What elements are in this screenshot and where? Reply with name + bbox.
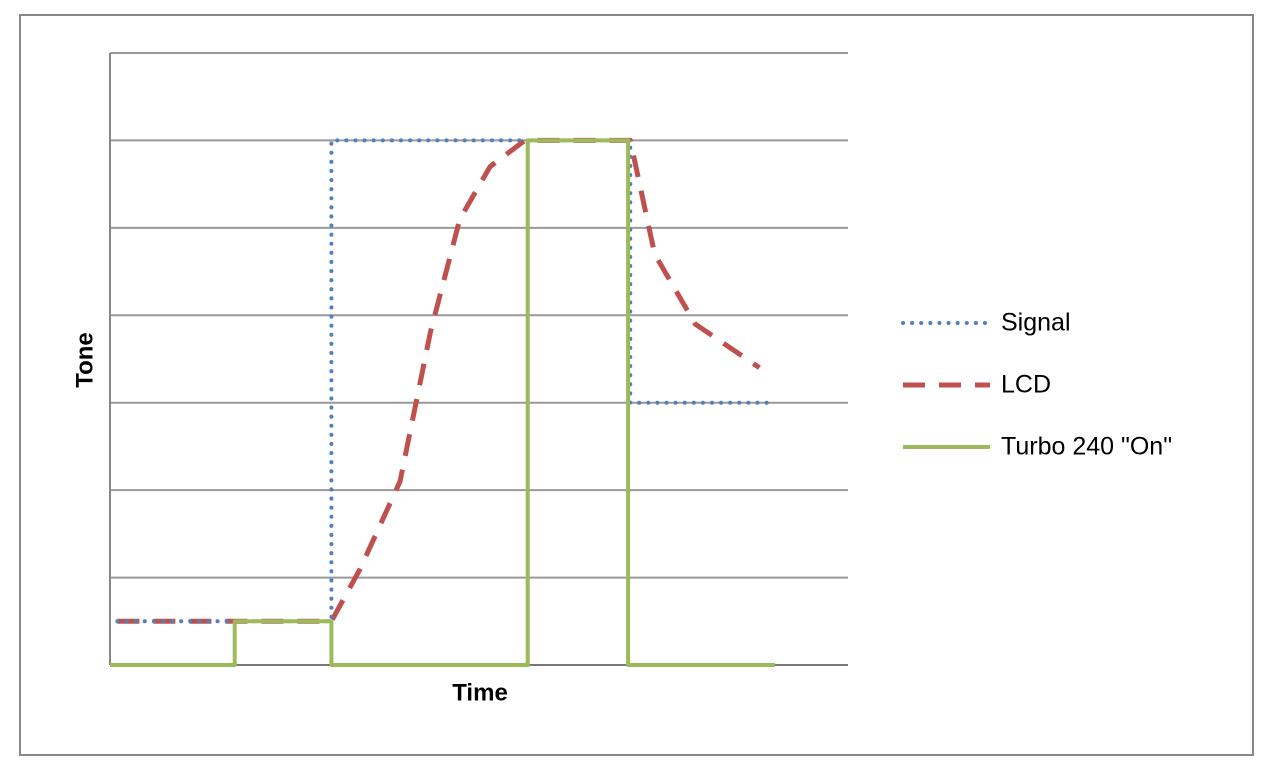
legend-label: Signal bbox=[1001, 309, 1071, 337]
legend-label: Turbo 240 "On" bbox=[1001, 433, 1172, 461]
series-line bbox=[115, 138, 777, 624]
legend-label: LCD bbox=[1001, 371, 1051, 399]
series-line bbox=[117, 137, 761, 624]
series-line bbox=[110, 138, 775, 667]
y-axis-label: Tone bbox=[71, 332, 98, 388]
x-axis-label: Time bbox=[452, 679, 508, 706]
chart-border bbox=[19, 14, 1254, 756]
